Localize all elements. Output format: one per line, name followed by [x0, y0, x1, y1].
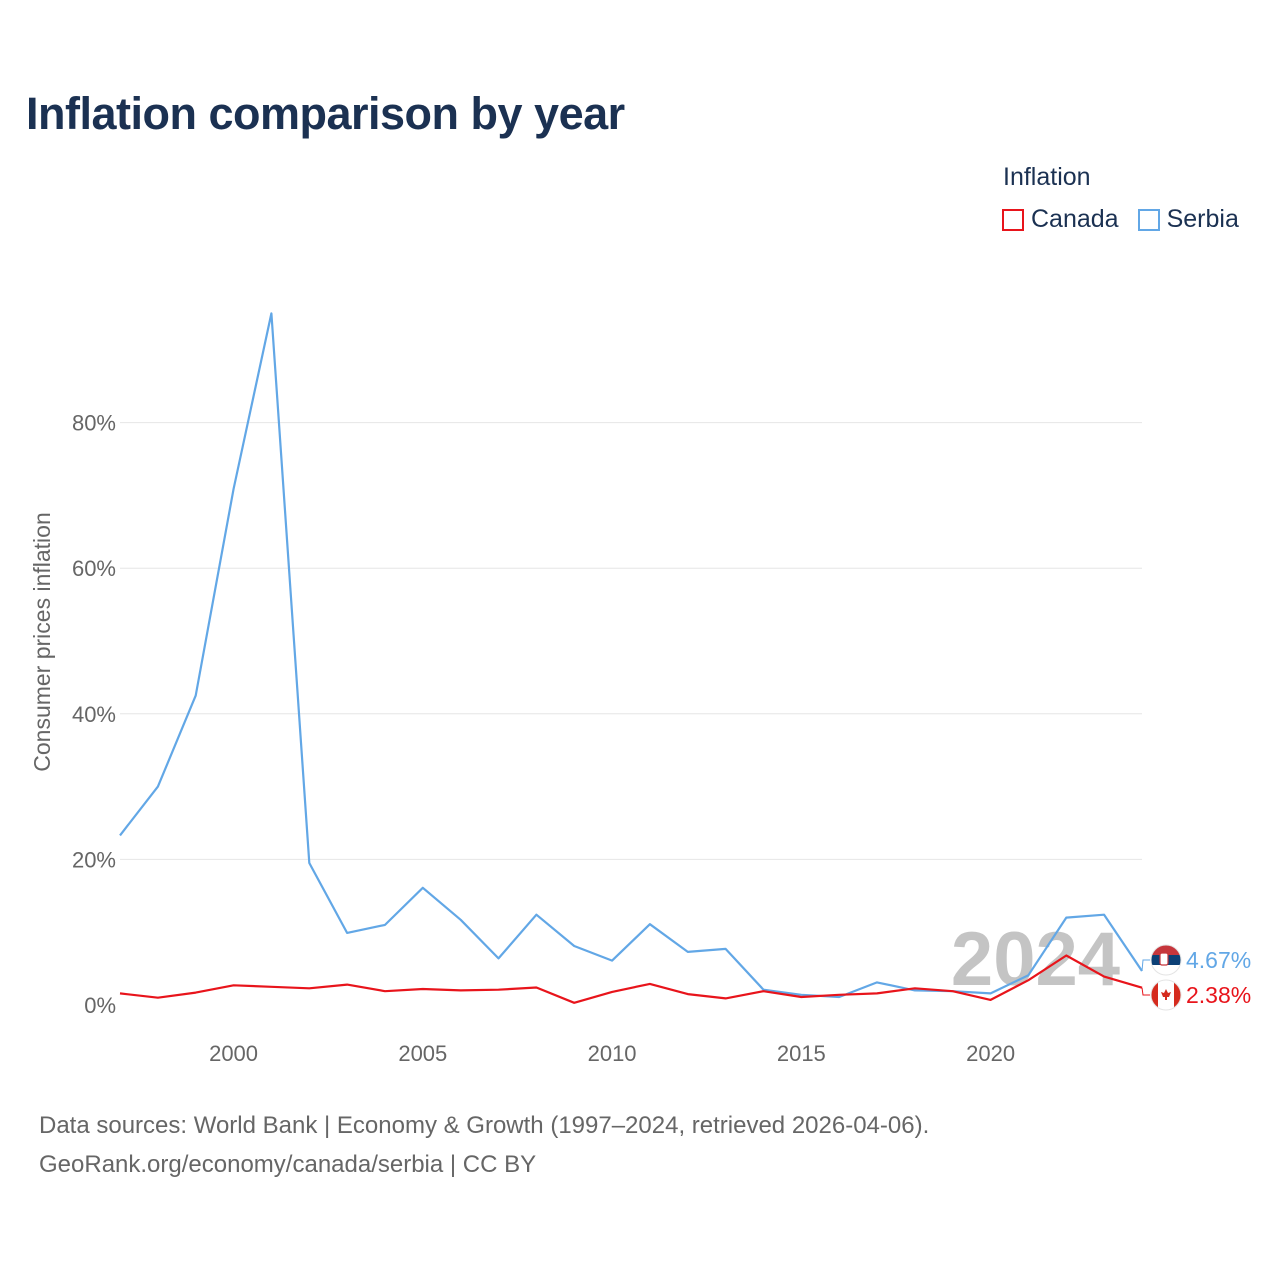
- end-label-canada: 2.38%: [1186, 982, 1251, 1008]
- y-axis-label: Consumer prices inflation: [29, 512, 55, 772]
- y-axis-ticks: 0% 20% 40% 60% 80%: [72, 411, 116, 1018]
- x-tick-label: 2020: [966, 1041, 1015, 1066]
- footer: Data sources: World Bank | Economy & Gro…: [39, 1106, 929, 1184]
- series-line-canada[interactable]: [119, 954, 1143, 1004]
- series-lines: [119, 312, 1143, 1004]
- legend-item-canada[interactable]: Canada: [1002, 205, 1119, 234]
- x-axis-ticks: 2000 2005 2010 2015 2020: [209, 1041, 1015, 1066]
- y-tick-label: 40%: [72, 702, 116, 727]
- series-line-serbia[interactable]: [119, 312, 1143, 999]
- y-tick-label: 60%: [72, 556, 116, 581]
- legend-item-serbia[interactable]: Serbia: [1137, 205, 1239, 234]
- end-label-serbia: 4.67%: [1186, 947, 1251, 973]
- y-tick-label: 0%: [84, 993, 116, 1018]
- footer-link[interactable]: GeoRank.org/economy/canada/serbia | CC B…: [39, 1151, 537, 1178]
- x-tick-label: 2010: [588, 1041, 637, 1066]
- chart-title: Inflation comparison by year: [26, 88, 625, 139]
- year-watermark: 2024: [951, 917, 1120, 1002]
- x-tick-label: 2005: [398, 1041, 447, 1066]
- x-tick-label: 2000: [209, 1041, 258, 1066]
- end-connector: [1141, 987, 1150, 996]
- legend: Canada Serbia: [1002, 205, 1239, 234]
- legend-label-serbia: Serbia: [1166, 205, 1239, 233]
- legend-swatch-canada: [1002, 208, 1024, 231]
- series-end-labels: 4.67% 2.38%: [1141, 944, 1251, 1011]
- x-tick-label: 2015: [777, 1041, 826, 1066]
- y-tick-label: 20%: [72, 847, 116, 872]
- canada-flag-icon: [1150, 979, 1182, 1011]
- footer-sources: Data sources: World Bank | Economy & Gro…: [39, 1112, 930, 1139]
- y-tick-label: 80%: [72, 411, 116, 436]
- end-connector: [1141, 959, 1150, 972]
- legend-swatch-serbia: [1137, 208, 1160, 231]
- legend-title: Inflation: [1003, 163, 1091, 191]
- legend-label-canada: Canada: [1031, 205, 1119, 233]
- gridlines: [120, 422, 1142, 860]
- serbia-flag-icon: [1150, 944, 1182, 976]
